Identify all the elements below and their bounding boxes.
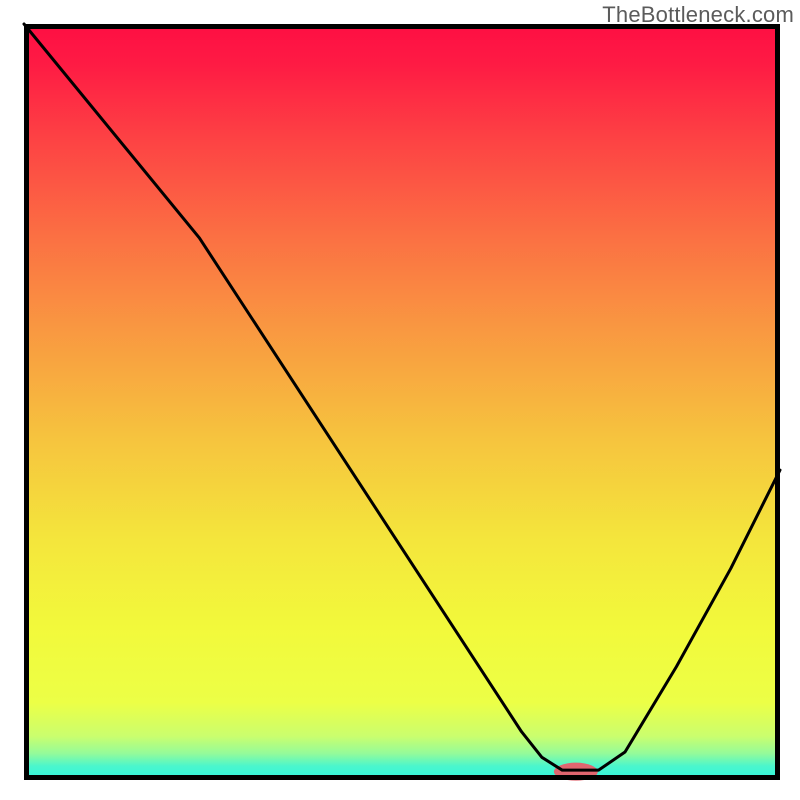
- gradient-background: [27, 27, 778, 778]
- chart-container: TheBottleneck.com: [0, 0, 800, 800]
- bottleneck-chart: [0, 0, 800, 800]
